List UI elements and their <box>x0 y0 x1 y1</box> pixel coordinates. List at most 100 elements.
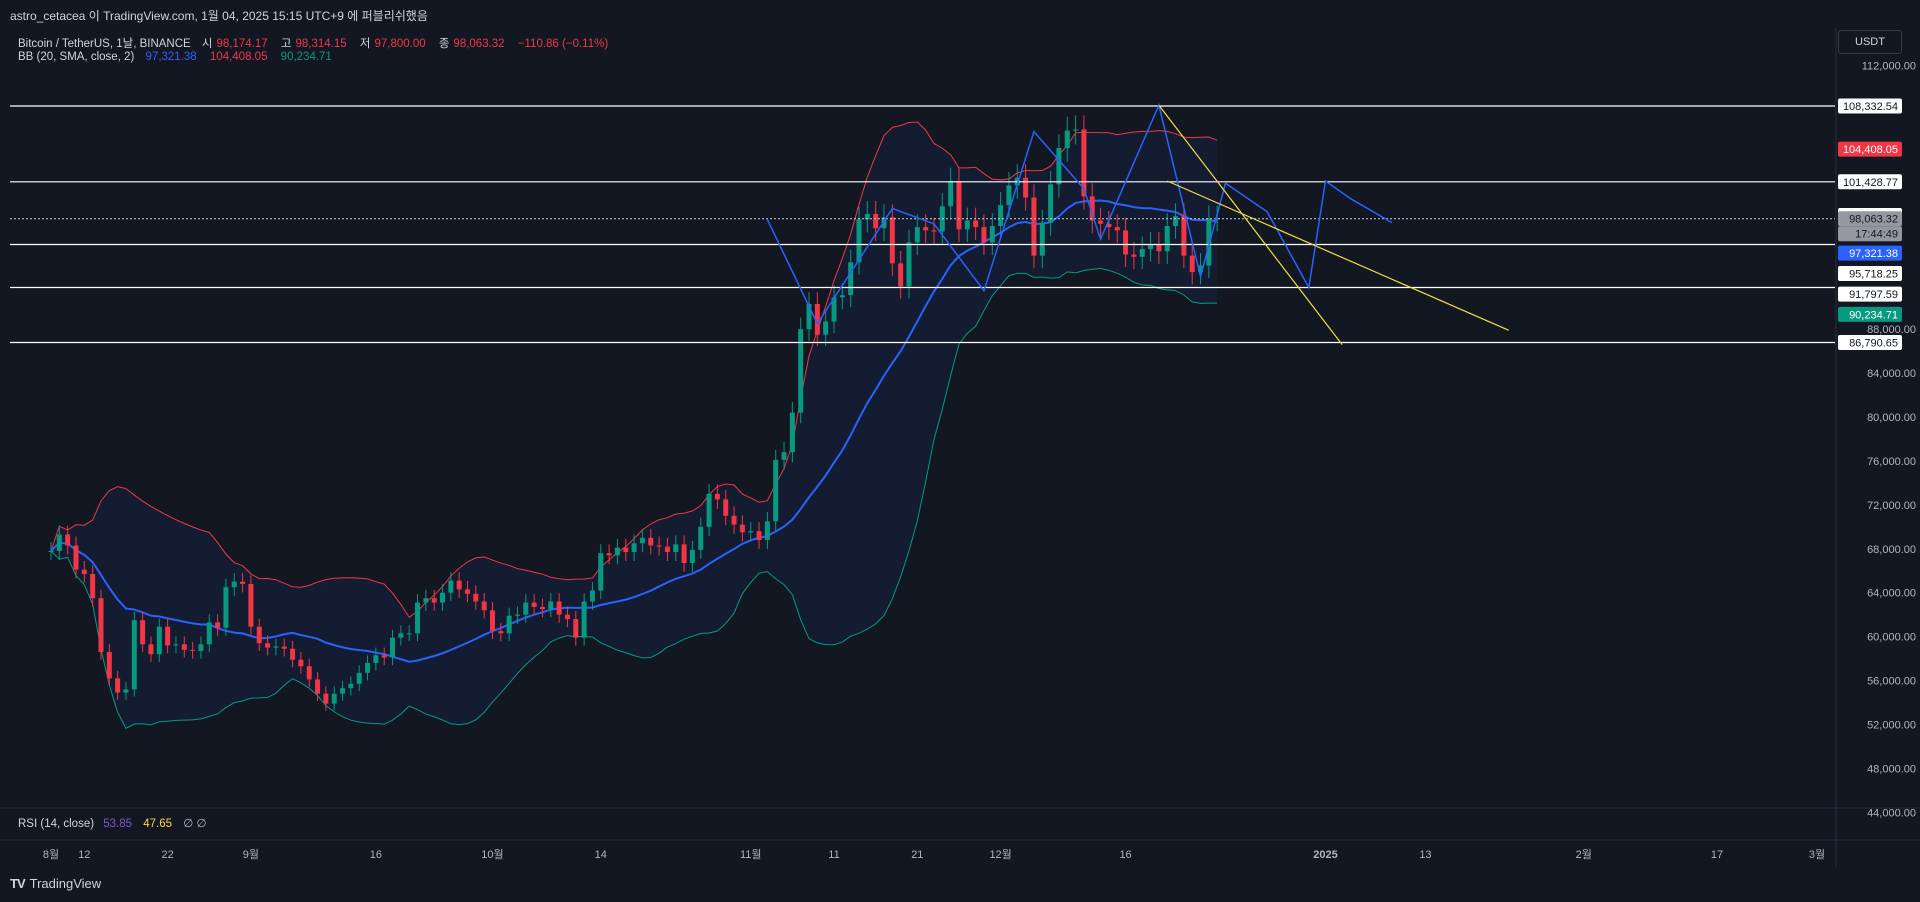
candle-body <box>356 672 362 684</box>
low-label: 저 <box>359 38 371 50</box>
y-axis-tick-label: 44,000.00 <box>1867 807 1916 819</box>
y-axis-tick-label: 112,000.00 <box>1862 61 1916 73</box>
candle-body <box>223 587 229 628</box>
candle-body <box>456 580 462 590</box>
candle-body <box>648 537 654 546</box>
y-axis-tick-label: 64,000.00 <box>1867 588 1916 600</box>
trendline <box>1166 180 1509 331</box>
candle-body <box>106 651 112 679</box>
candle-body <box>1031 197 1037 256</box>
candle-body <box>306 666 312 680</box>
open-label: 시 <box>201 38 213 50</box>
candle-body <box>240 581 246 584</box>
price-tag-bg <box>1838 141 1902 157</box>
candle-body <box>1114 227 1120 231</box>
bollinger-lower-band <box>50 267 1218 730</box>
price-chart[interactable]: 112,000.00 88,000.00 84,000.00 80,000.00 76,… <box>0 0 1920 868</box>
candle-body <box>606 553 612 556</box>
candle-body <box>889 217 895 264</box>
candle-body <box>831 297 837 322</box>
x-axis-tick-label: 12월 <box>989 848 1011 861</box>
currency-button[interactable]: USDT <box>1838 30 1902 54</box>
candle-body <box>864 213 870 220</box>
candle-body <box>323 693 329 704</box>
candle-body <box>764 521 770 540</box>
candle-body <box>290 648 296 660</box>
candle-body <box>489 610 495 632</box>
candle-body <box>798 329 804 413</box>
candle-body <box>739 524 745 533</box>
candle-body <box>639 537 645 544</box>
candle-body <box>373 655 379 663</box>
tradingview-mark-icon: TV <box>10 876 26 891</box>
candle-body <box>714 493 720 500</box>
candle-body <box>664 546 670 553</box>
price-tag-bg <box>1838 306 1902 322</box>
tradingview-logo[interactable]: TV TradingView <box>10 876 101 891</box>
x-axis-tick-label: 2월 <box>1576 848 1592 861</box>
candle-body <box>390 637 396 658</box>
candle-body <box>814 303 820 335</box>
candle-body <box>873 213 879 229</box>
candle-body <box>1081 129 1087 197</box>
x-axis-tick-label: 8월 <box>43 848 59 861</box>
candle-body <box>748 531 754 533</box>
candle-body <box>173 644 179 646</box>
candle-body <box>340 688 346 694</box>
candle-body <box>365 662 371 673</box>
x-axis-tick-label: 16 <box>370 849 382 861</box>
candle-body <box>631 543 637 553</box>
rsi-legend[interactable]: RSI (14, close) 53.85 47.65 ∅ ∅ <box>18 816 210 830</box>
candle-body <box>923 227 929 231</box>
candle-body <box>1106 223 1112 228</box>
price-tag-bg <box>1838 286 1902 302</box>
close-value: 98,063.32 <box>453 38 505 50</box>
candle-body <box>156 626 162 655</box>
candle-body <box>115 678 121 693</box>
bollinger-basis-line <box>50 199 1218 663</box>
y-axis-tick-label: 88,000.00 <box>1867 324 1916 336</box>
candle-body <box>623 547 629 553</box>
candle-body <box>539 606 545 610</box>
x-axis-tick-label: 13 <box>1419 849 1431 861</box>
candle-body <box>181 644 187 650</box>
trendline <box>1158 104 1343 345</box>
tradingview-brand: TradingView <box>29 876 102 891</box>
candle-body <box>98 598 104 652</box>
x-axis-tick-label: 2025 <box>1313 849 1337 861</box>
candle-body <box>65 534 71 546</box>
candle-body <box>706 493 712 527</box>
price-tag-bg <box>1838 265 1902 281</box>
candle-body <box>148 644 154 655</box>
candle-body <box>931 230 937 232</box>
candle-body <box>756 531 762 540</box>
candle-body <box>1164 226 1170 252</box>
bb-legend[interactable]: BB (20, SMA, close, 2) 97,321.38 104,408… <box>18 51 342 63</box>
candle-body <box>56 534 62 551</box>
candle-body <box>73 545 79 570</box>
bb-label: BB (20, SMA, close, 2) <box>18 51 135 63</box>
candle-body <box>731 515 737 525</box>
y-axis-tick-label: 72,000.00 <box>1867 500 1916 512</box>
candle-body <box>689 549 695 564</box>
y-axis-tick-label: 80,000.00 <box>1867 412 1916 424</box>
candle-body <box>256 626 262 644</box>
candle-body <box>781 452 787 460</box>
candle-body <box>548 601 554 610</box>
candle-body <box>1064 130 1070 149</box>
open-value: 98,174.17 <box>216 38 268 50</box>
candle-body <box>190 649 196 651</box>
candle-body <box>131 620 137 690</box>
candle-body <box>681 544 687 564</box>
candle-body <box>1206 218 1212 266</box>
candle-body <box>398 633 404 638</box>
candle-body <box>423 598 429 603</box>
candle-body <box>465 589 470 594</box>
candle-body <box>331 693 337 704</box>
candle-body <box>514 614 520 616</box>
candle-body <box>1214 218 1220 220</box>
candle-body <box>806 303 812 330</box>
candle-body <box>381 655 387 658</box>
candle-body <box>948 181 954 207</box>
x-axis-tick-label: 11 <box>828 849 839 861</box>
